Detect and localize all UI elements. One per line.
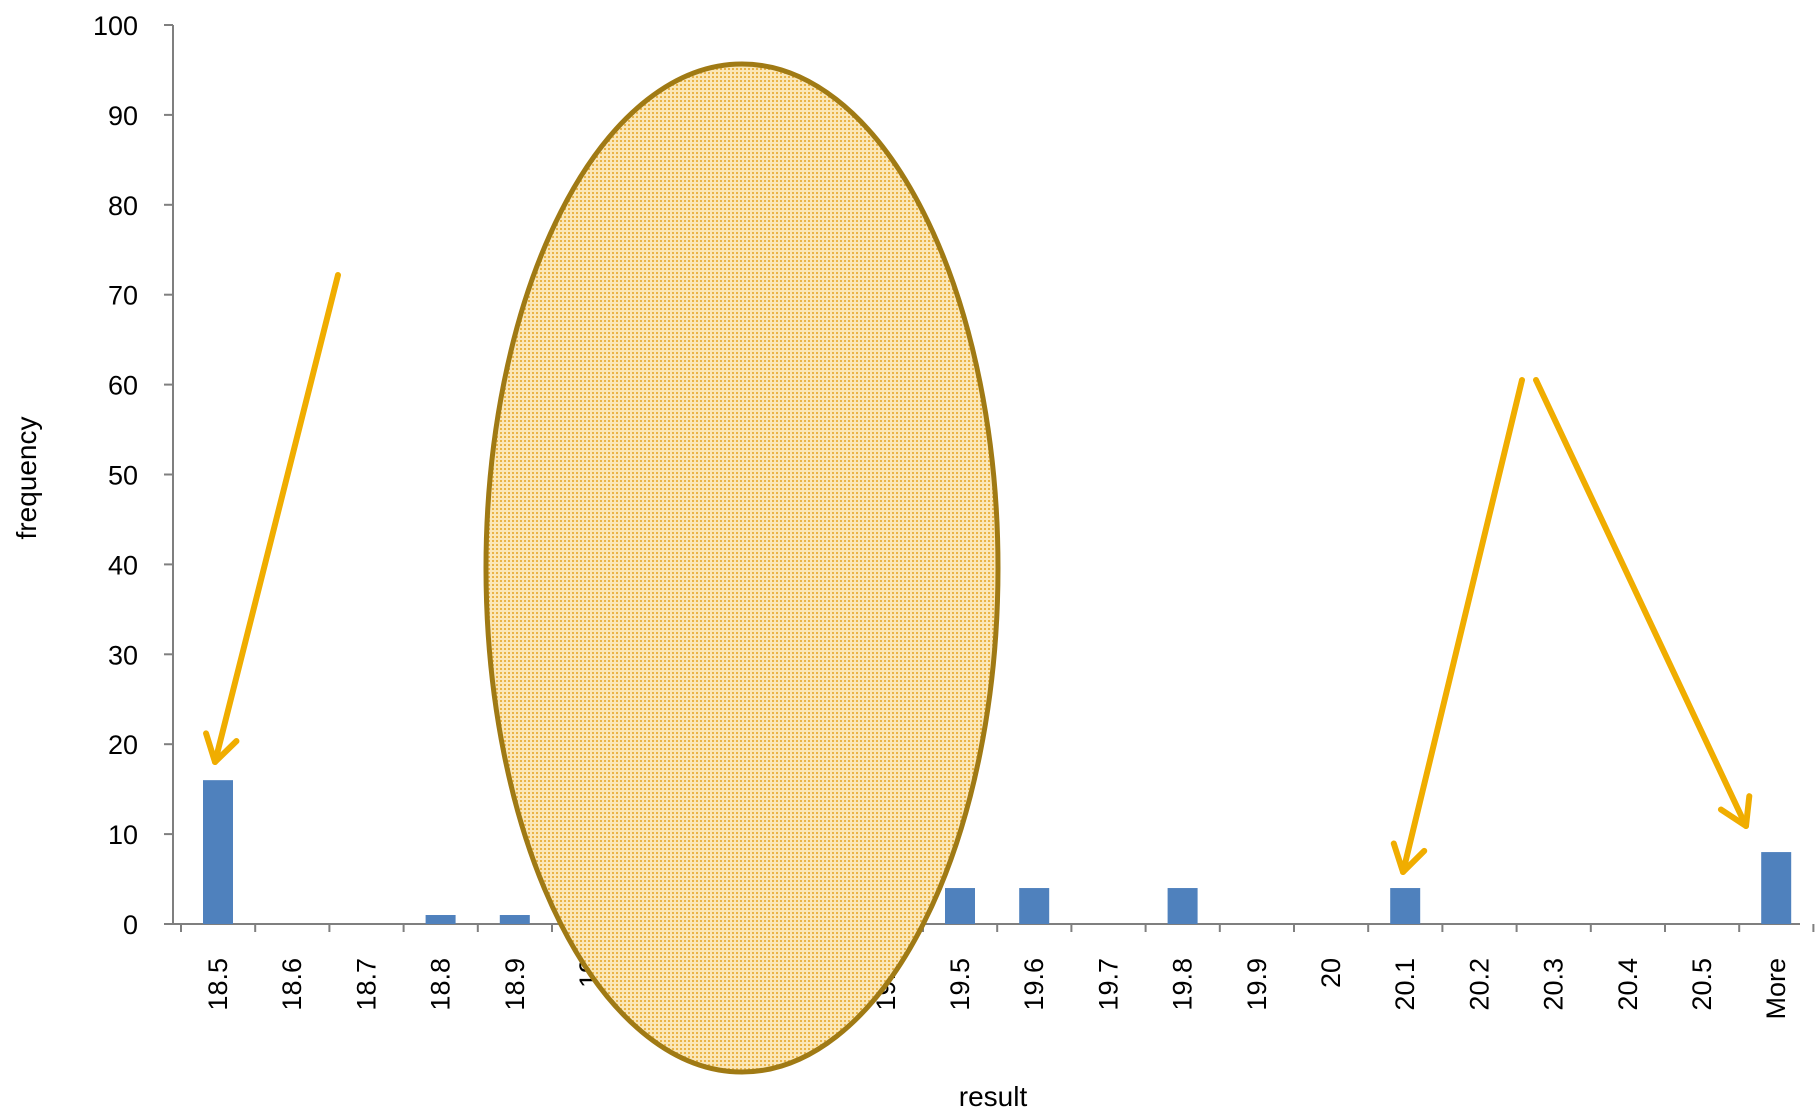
y-axis-title: frequency xyxy=(11,417,42,540)
annotation-arrow-line xyxy=(212,272,341,765)
bar-19.6 xyxy=(1019,888,1050,924)
bar-18.8 xyxy=(425,915,456,924)
occluding-ellipse xyxy=(483,61,1001,1075)
x-tick-label: 18.8 xyxy=(426,958,456,1011)
y-tick-label: 10 xyxy=(108,820,138,850)
tick-labels: 0 10 20 30 40 50 60 70 80 90 100 18.5 18.6 18.7 18.8 18… xyxy=(93,11,1791,1020)
x-tick-label: 19.9 xyxy=(1242,958,1272,1011)
y-tick-label: 60 xyxy=(108,371,138,401)
x-tick-label: 20.5 xyxy=(1687,958,1717,1011)
y-tick-label: 20 xyxy=(108,730,138,760)
y-tick-label: 30 xyxy=(108,640,138,670)
y-tick-label: 40 xyxy=(108,550,138,580)
bar-18.9 xyxy=(499,915,530,924)
x-tick-label: 19.5 xyxy=(945,958,975,1011)
annotation-arrow-head xyxy=(203,730,240,765)
y-tick-label: 90 xyxy=(108,101,138,131)
x-tick-label: 18.5 xyxy=(203,958,233,1011)
annotation-arrow-line xyxy=(1533,377,1749,829)
bar-20.1 xyxy=(1390,888,1421,924)
y-tick-label: 100 xyxy=(93,11,138,41)
x-tick-label: 19.7 xyxy=(1093,958,1123,1011)
annotation-arrow-head xyxy=(1390,840,1428,875)
x-tick-label: 20.4 xyxy=(1613,958,1643,1011)
y-tick-label: 80 xyxy=(108,191,138,221)
bars xyxy=(203,780,1792,924)
y-tick-label: 50 xyxy=(108,461,138,491)
x-tick-label: 20.1 xyxy=(1390,958,1420,1011)
x-tick-label: 18.6 xyxy=(277,958,307,1011)
x-tick-label: 19.8 xyxy=(1168,958,1198,1011)
x-tick-label: 20.3 xyxy=(1539,958,1569,1011)
x-tick-label: 20.2 xyxy=(1464,958,1494,1011)
bar-18.5 xyxy=(203,780,233,924)
y-tick-label: 70 xyxy=(108,281,138,311)
x-tick-label: 19.6 xyxy=(1019,958,1049,1011)
annotation-arrow-head xyxy=(1717,793,1753,829)
x-tick-label: 18.7 xyxy=(351,958,381,1011)
x-tick-label: More xyxy=(1761,958,1791,1020)
bar-19.8 xyxy=(1167,888,1198,924)
x-axis-title: result xyxy=(959,1081,1028,1112)
bar-19.5 xyxy=(945,888,975,924)
y-tick-label: 0 xyxy=(123,910,138,940)
annotation-arrow-line xyxy=(1400,377,1525,875)
x-tick-label: 20 xyxy=(1316,958,1346,988)
x-tick-label: 18.9 xyxy=(500,958,530,1011)
annotations xyxy=(203,61,1753,1075)
bar-More xyxy=(1761,852,1792,924)
